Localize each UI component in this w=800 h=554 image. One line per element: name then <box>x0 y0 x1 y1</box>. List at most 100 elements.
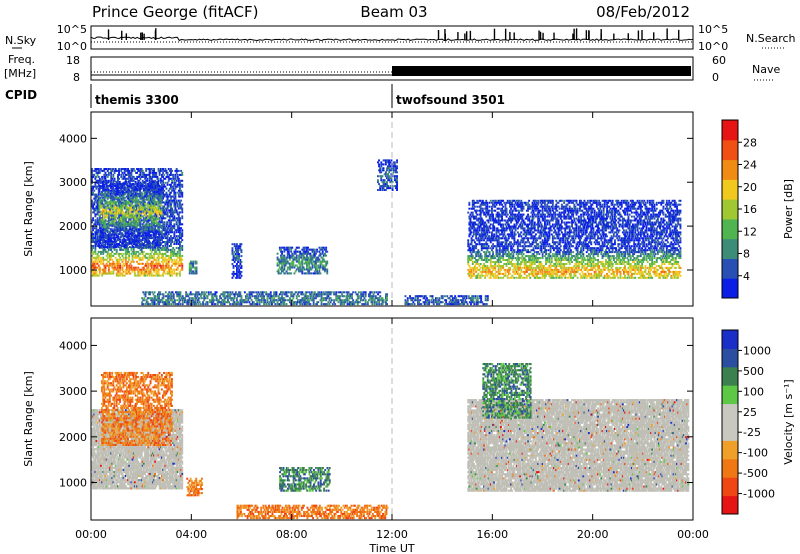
range-gate-cell <box>112 209 114 211</box>
range-gate-cell <box>135 217 137 219</box>
range-gate-cell <box>244 291 246 293</box>
freq-unit-label: [MHz] <box>4 67 36 80</box>
range-gate-cell <box>114 201 116 203</box>
range-gate-cell <box>125 261 127 263</box>
range-gate-cell <box>157 265 159 267</box>
range-gate-cell <box>379 295 381 297</box>
range-gate-cell <box>313 303 315 305</box>
range-gate-cell <box>114 220 116 222</box>
range-gate-cell <box>201 293 203 295</box>
range-gate-cell <box>166 233 168 235</box>
range-gate-cell <box>467 239 469 241</box>
range-gate-cell <box>120 259 122 261</box>
range-gate-cell <box>311 261 313 263</box>
range-gate-cell <box>358 291 360 293</box>
range-gate-cell <box>168 301 170 303</box>
range-gate-cell <box>132 257 134 259</box>
range-gate-cell <box>128 224 130 226</box>
range-gate-cell <box>147 236 149 238</box>
range-gate-cell <box>126 224 128 226</box>
range-gate-cell <box>204 303 206 305</box>
range-gate-cell <box>117 230 119 232</box>
range-gate-cell <box>300 257 302 259</box>
range-gate-cell <box>294 303 296 305</box>
range-gate-cell <box>137 220 139 222</box>
range-gate-cell <box>136 172 138 174</box>
range-gate-cell <box>253 291 255 293</box>
range-gate-cell <box>113 242 115 244</box>
range-gate-cell <box>135 203 137 205</box>
range-gate-cell <box>178 239 180 241</box>
range-gate-cell <box>136 222 138 224</box>
range-gate-cell <box>154 265 156 267</box>
range-gate-cell <box>147 253 149 255</box>
range-gate-cell <box>259 293 261 295</box>
range-gate-cell <box>129 246 131 248</box>
range-gate-cell <box>304 249 306 251</box>
range-gate-cell <box>134 273 136 275</box>
range-gate-cell <box>378 183 380 185</box>
range-gate-cell <box>144 191 146 193</box>
range-gate-cell <box>270 293 272 295</box>
range-gate-cell <box>129 181 131 183</box>
range-gate-cell <box>117 185 119 187</box>
range-gate-cell <box>132 193 134 195</box>
range-gate-cell <box>104 226 106 228</box>
range-gate-cell <box>180 190 182 192</box>
range-gate-cell <box>145 232 147 234</box>
range-gate-cell <box>232 251 234 253</box>
range-gate-cell <box>159 257 161 259</box>
range-gate-cell <box>301 261 303 263</box>
range-gate-cell <box>308 291 310 293</box>
range-gate-cell <box>147 191 149 193</box>
range-gate-cell <box>117 213 119 215</box>
range-gate-cell <box>251 293 253 295</box>
range-gate-cell <box>108 234 110 236</box>
range-gate-cell <box>105 203 107 205</box>
range-gate-cell <box>173 271 175 273</box>
range-gate-cell <box>220 301 222 303</box>
range-gate-cell <box>113 203 115 205</box>
range-gate-cell <box>190 267 192 269</box>
range-gate-cell <box>178 301 180 303</box>
range-gate-cell <box>170 184 172 186</box>
range-gate-cell <box>129 197 131 199</box>
range-gate-cell <box>126 205 128 207</box>
range-gate-cell <box>106 246 108 248</box>
range-gate-cell <box>299 267 301 269</box>
range-gate-cell <box>237 267 239 269</box>
range-gate-cell <box>115 267 117 269</box>
range-gate-cell <box>167 184 169 186</box>
range-gate-cell <box>296 291 298 293</box>
range-gate-cell <box>377 161 379 163</box>
range-gate-cell <box>199 297 201 299</box>
range-gate-cell <box>93 190 95 192</box>
range-gate-cell <box>94 261 96 263</box>
range-gate-cell <box>207 297 209 299</box>
range-gate-cell <box>347 293 349 295</box>
range-gate-cell <box>150 271 152 273</box>
range-gate-cell <box>142 263 144 265</box>
range-gate-cell <box>309 267 311 269</box>
range-gate-cell <box>386 183 388 185</box>
range-gate-cell <box>110 193 112 195</box>
range-gate-cell <box>150 253 152 255</box>
range-gate-cell <box>111 195 113 197</box>
range-gate-cell <box>317 261 319 263</box>
range-gate-cell <box>365 303 367 305</box>
range-gate-cell <box>175 194 177 196</box>
range-gate-cell <box>128 189 130 191</box>
range-gate-cell <box>286 259 288 261</box>
range-gate-cell <box>134 209 136 211</box>
range-gate-cell <box>145 273 147 275</box>
range-gate-cell <box>379 167 381 169</box>
range-gate-cell <box>123 189 125 191</box>
range-gate-cell <box>262 293 264 295</box>
range-gate-cell <box>100 259 102 261</box>
range-gate-cell <box>168 190 170 192</box>
range-gate-cell <box>108 195 110 197</box>
range-gate-cell <box>104 232 106 234</box>
range-gate-cell <box>136 197 138 199</box>
range-gate-cell <box>329 303 331 305</box>
range-gate-cell <box>128 257 130 259</box>
